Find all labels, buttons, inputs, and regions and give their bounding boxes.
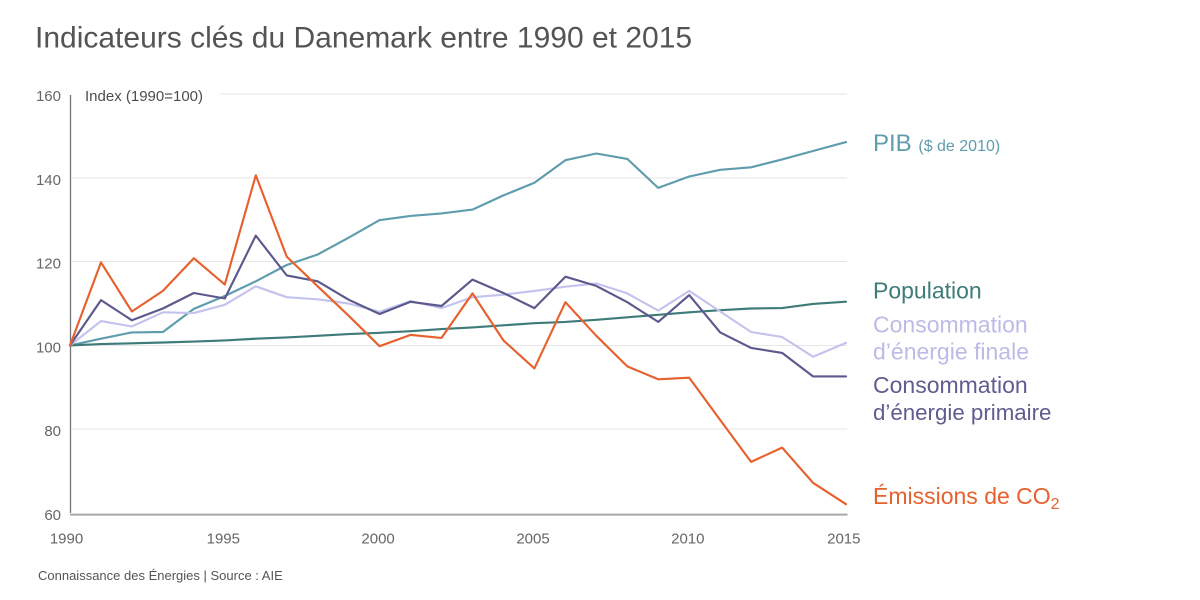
svg-text:Consommation: Consommation [873, 372, 1028, 398]
svg-text:Connaissance des Énergies | So: Connaissance des Énergies | Source : AIE [38, 568, 283, 583]
svg-text:100: 100 [36, 339, 61, 356]
svg-text:PIB ($ de 2010): PIB ($ de 2010) [873, 130, 1000, 157]
svg-text:1990: 1990 [50, 531, 83, 548]
svg-text:Indicateurs clés du Danemark e: Indicateurs clés du Danemark entre 1990 … [35, 22, 692, 55]
svg-text:2015: 2015 [827, 531, 860, 548]
svg-text:140: 140 [36, 172, 61, 189]
svg-text:d’énergie finale: d’énergie finale [873, 339, 1029, 365]
svg-text:80: 80 [44, 423, 61, 440]
svg-text:Population: Population [873, 278, 982, 304]
svg-text:2000: 2000 [361, 531, 394, 548]
svg-text:Consommation: Consommation [873, 312, 1028, 338]
svg-text:120: 120 [36, 256, 61, 273]
svg-text:Émissions de CO2: Émissions de CO2 [873, 483, 1060, 513]
svg-text:Index (1990=100): Index (1990=100) [85, 88, 203, 105]
svg-text:60: 60 [44, 507, 61, 524]
svg-text:d’énergie primaire: d’énergie primaire [873, 400, 1051, 425]
svg-text:2005: 2005 [516, 531, 549, 548]
svg-text:1995: 1995 [207, 531, 240, 548]
svg-text:160: 160 [36, 88, 61, 105]
svg-text:2010: 2010 [671, 531, 704, 548]
